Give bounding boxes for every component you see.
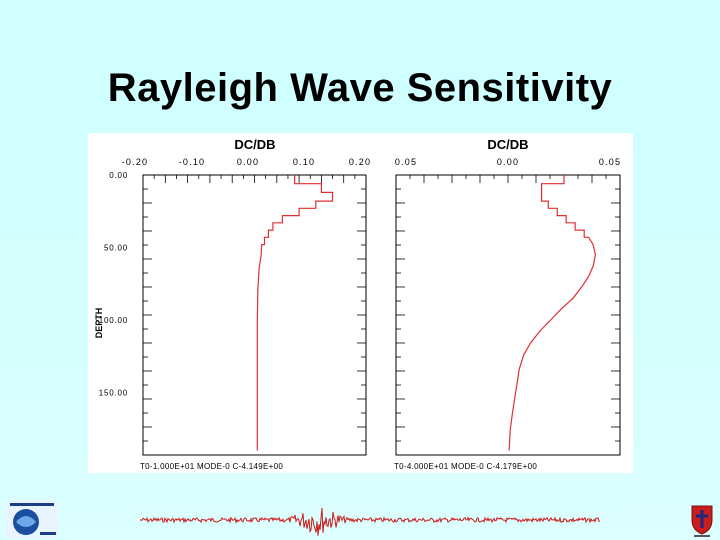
right-plot-x-label: DC/DB — [487, 137, 528, 152]
slide-title: Rayleigh Wave Sensitivity — [107, 66, 613, 110]
depth-tick-label: 0.00 — [109, 171, 128, 180]
left-plot-x-ticks: -0.20 -0.10 0.00 0.10 0.20 — [122, 157, 371, 167]
university-logo — [6, 500, 58, 538]
x-tick-label: 0.00 — [497, 157, 519, 167]
left-plot-frame — [142, 174, 367, 456]
left-plot-sensitivity-curve — [256, 175, 334, 451]
right-plot-x-ticks: 0.05 0.00 0.05 — [395, 157, 621, 167]
x-tick-label: 0.20 — [349, 157, 371, 167]
x-tick-label: 0.00 — [237, 157, 259, 167]
left-plot-footer: T0-1.000E+01 MODE-0 C-4.149E+00 — [140, 462, 283, 471]
x-tick-label: 0.10 — [293, 157, 315, 167]
right-plot-footer: T0-4.000E+01 MODE-0 C-4.179E+00 — [394, 462, 537, 471]
crest-logo — [691, 505, 713, 537]
depth-tick-label: 150.00 — [99, 389, 128, 398]
x-tick-label: -0.10 — [179, 157, 206, 167]
right-plot-frame — [395, 174, 621, 456]
sensitivity-figure: DC/DB -0.20 -0.10 0.00 0.10 0.20 0.00 50.00 10… — [94, 137, 621, 471]
depth-tick-label: 100.00 — [99, 316, 128, 325]
right-plot-sensitivity-curve — [508, 175, 597, 451]
x-tick-label: -0.20 — [122, 157, 149, 167]
figure-panel: DC/DB -0.20 -0.10 0.00 0.10 0.20 0.00 50.00 10… — [88, 133, 633, 473]
x-tick-label: 0.05 — [599, 157, 621, 167]
left-plot-y-ticks: 0.00 50.00 100.00 150.00 — [99, 171, 128, 398]
left-plot-x-label: DC/DB — [234, 137, 275, 152]
seismogram-trace — [140, 507, 601, 536]
x-tick-label: 0.05 — [395, 157, 417, 167]
depth-tick-label: 50.00 — [104, 244, 128, 253]
y-axis-label: DEPTH — [94, 308, 104, 339]
